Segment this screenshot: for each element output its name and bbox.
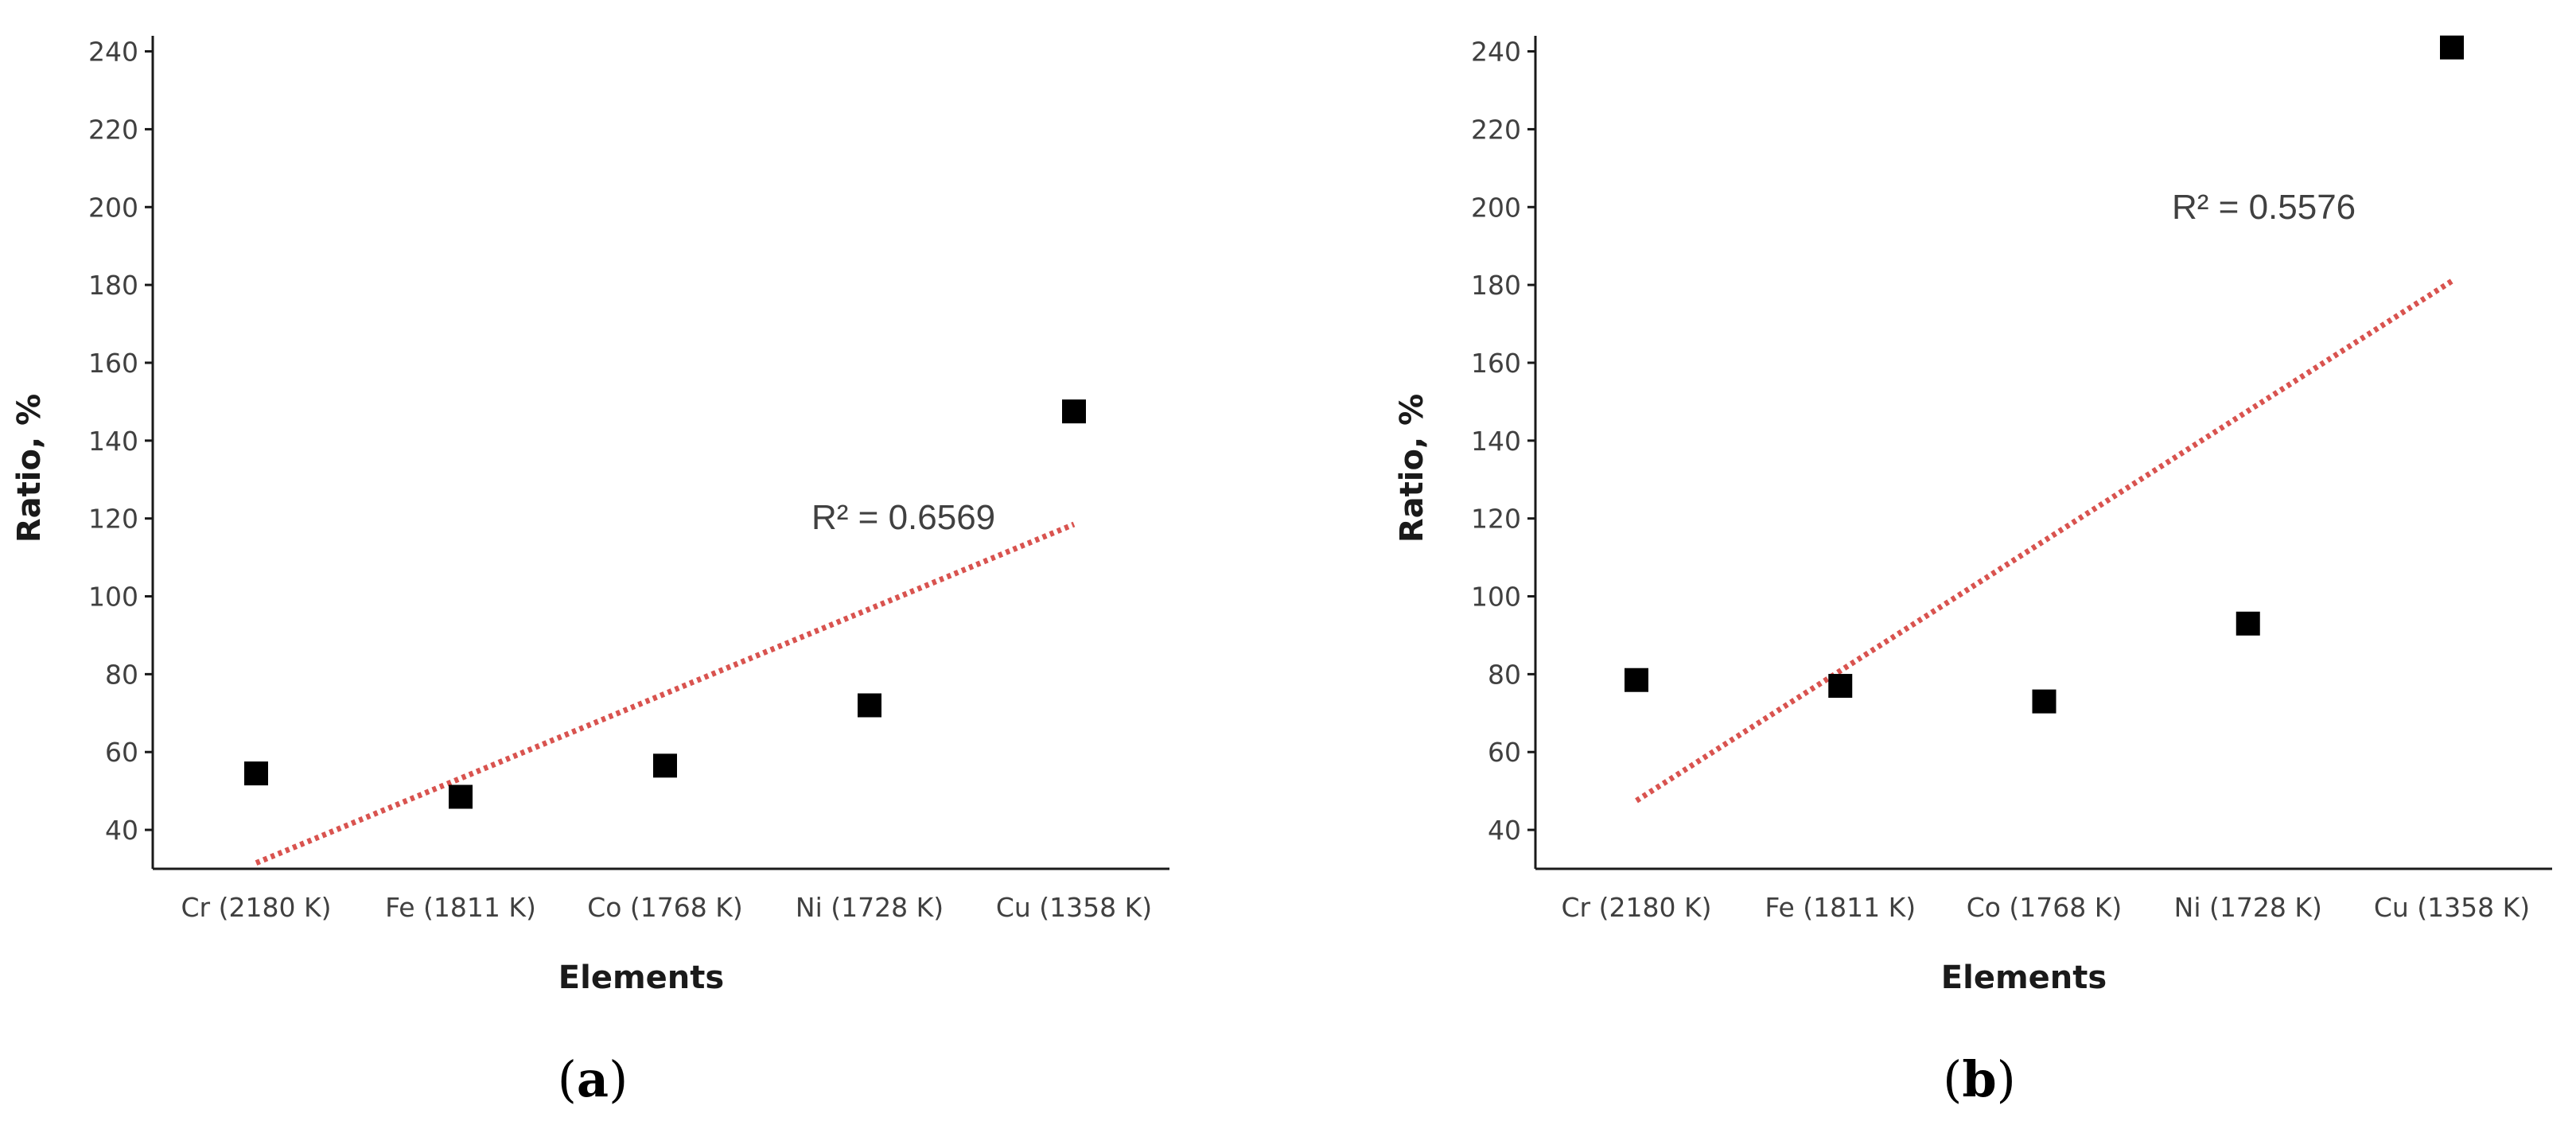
y-tick-label: 200 bbox=[88, 192, 138, 223]
y-tick-label: 200 bbox=[1471, 192, 1521, 223]
data-point bbox=[244, 761, 268, 786]
r-squared-label: R² = 0.5576 bbox=[2172, 188, 2356, 227]
data-point bbox=[2440, 35, 2464, 60]
panel-label: (a) bbox=[558, 1050, 628, 1108]
x-tick-label: Cr (2180 K) bbox=[1562, 892, 1712, 923]
y-tick-label: 240 bbox=[1471, 37, 1521, 68]
y-tick-label: 220 bbox=[88, 114, 138, 145]
y-tick-label: 220 bbox=[1471, 114, 1521, 145]
x-tick-label: Cu (1358 K) bbox=[996, 892, 1152, 923]
y-tick-label: 120 bbox=[1471, 504, 1521, 535]
y-tick-label: 240 bbox=[88, 37, 138, 68]
panel-label: (b) bbox=[1943, 1050, 2016, 1108]
x-axis-title: Elements bbox=[1941, 960, 2107, 996]
chart-panel-a: 40 60 80 100 120 140 160 180 200 220 240 Cr (2180 K… bbox=[11, 36, 1169, 1108]
y-tick-label: 80 bbox=[105, 659, 138, 690]
y-tick-label: 60 bbox=[1488, 737, 1521, 768]
y-axis-title: Ratio, % bbox=[11, 394, 48, 543]
y-tick-label: 180 bbox=[1471, 270, 1521, 301]
y-tick-label: 80 bbox=[1488, 659, 1521, 690]
y-tick-label: 160 bbox=[1471, 348, 1521, 379]
y-tick-label: 100 bbox=[88, 582, 138, 613]
y-tick-label: 140 bbox=[88, 426, 138, 457]
y-tick-label: 140 bbox=[1471, 426, 1521, 457]
y-tick-label: 160 bbox=[88, 348, 138, 379]
x-axis-title: Elements bbox=[558, 960, 724, 996]
y-tick-label: 100 bbox=[1471, 582, 1521, 613]
x-tick-label: Cu (1358 K) bbox=[2374, 892, 2530, 923]
data-point bbox=[653, 753, 677, 778]
trendline bbox=[255, 521, 1076, 866]
data-point bbox=[1828, 674, 1853, 699]
x-tick-label: Co (1768 K) bbox=[1967, 892, 2123, 923]
y-tick-label: 180 bbox=[88, 270, 138, 301]
x-tick-label: Fe (1811 K) bbox=[1765, 892, 1916, 923]
data-point bbox=[1062, 399, 1086, 424]
x-tick-label: Co (1768 K) bbox=[587, 892, 743, 923]
trendline bbox=[1635, 278, 2453, 804]
chart-panel-b: 40 60 80 100 120 140 160 180 200 220 240 Cr (2180 K… bbox=[1394, 35, 2552, 1108]
data-point bbox=[1625, 668, 1648, 692]
x-tick-label: Ni (1728 K) bbox=[796, 892, 944, 923]
data-point bbox=[449, 784, 473, 809]
x-tick-label: Ni (1728 K) bbox=[2174, 892, 2322, 923]
data-point bbox=[2032, 689, 2057, 714]
data-point bbox=[2236, 611, 2260, 636]
data-point bbox=[858, 693, 881, 718]
y-tick-label: 60 bbox=[105, 737, 138, 768]
y-axis-title: Ratio, % bbox=[1394, 394, 1430, 543]
y-tick-label: 40 bbox=[1488, 815, 1521, 846]
x-tick-label: Fe (1811 K) bbox=[385, 892, 536, 923]
x-tick-label: Cr (2180 K) bbox=[181, 892, 332, 923]
y-tick-label: 40 bbox=[105, 815, 138, 846]
y-tick-label: 120 bbox=[88, 504, 138, 535]
r-squared-label: R² = 0.6569 bbox=[811, 498, 995, 537]
